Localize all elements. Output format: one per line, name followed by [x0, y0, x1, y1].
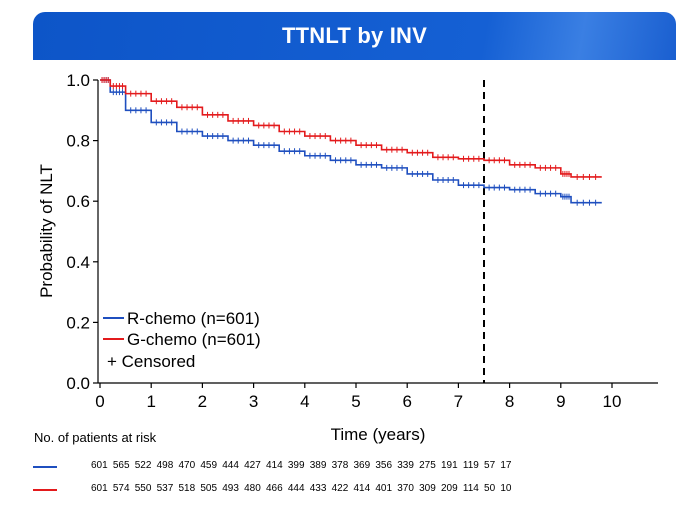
risk-value: 378 — [331, 460, 349, 471]
y-axis-label: Probability of NLT — [37, 164, 56, 298]
risk-value: 422 — [331, 483, 349, 494]
risk-value: 209 — [441, 483, 458, 494]
risk-value: 433 — [309, 483, 327, 494]
chart-title: TTNLT by INV — [282, 23, 427, 48]
risk-value: 309 — [419, 483, 436, 494]
risk-values-g-chemo: 601 574 550 537 518 505 493 480 466 444 433 422 414 4… — [91, 483, 517, 494]
risk-value: 191 — [441, 460, 458, 471]
risk-value: 466 — [266, 483, 283, 494]
y-tick-label: 1.0 — [66, 71, 90, 90]
risk-row-g-chemo: 601 574 550 537 518 505 493 480 466 444 433 422 414 4… — [33, 483, 673, 497]
x-tick-label: 5 — [351, 392, 360, 411]
risk-legend-line-red — [33, 489, 57, 491]
x-tick-label: 1 — [146, 392, 155, 411]
x-tick-label: 0 — [95, 392, 104, 411]
risk-value: 414 — [353, 483, 371, 494]
risk-value: 498 — [156, 460, 174, 471]
risk-value: 574 — [112, 483, 130, 494]
legend-label-g-chemo: G-chemo (n=601) — [127, 330, 261, 349]
risk-value: 427 — [244, 460, 261, 471]
risk-value: 505 — [200, 483, 218, 494]
legend-label-censored: + Censored — [107, 352, 195, 371]
y-tick-label: 0.0 — [66, 374, 90, 393]
risk-value: 50 — [484, 483, 496, 494]
y-tick-label: 0.8 — [66, 132, 90, 151]
risk-value: 389 — [309, 460, 327, 471]
title-banner: TTNLT by INV — [33, 12, 676, 60]
risk-value: 10 — [500, 483, 512, 494]
risk-value: 356 — [375, 460, 393, 471]
risk-value: 444 — [287, 483, 305, 494]
y-tick-label: 0.6 — [66, 192, 90, 211]
risk-value: 565 — [112, 460, 130, 471]
risk-value: 399 — [287, 460, 305, 471]
risk-value: 275 — [419, 460, 436, 471]
risk-value: 119 — [462, 460, 479, 471]
risk-value: 459 — [200, 460, 218, 471]
y-tick-label: 0.2 — [66, 313, 90, 332]
risk-value: 401 — [375, 483, 393, 494]
risk-value: 414 — [266, 460, 283, 471]
x-tick-label: 8 — [505, 392, 514, 411]
x-tick-label: 6 — [402, 392, 411, 411]
series-line-r-chemo — [100, 79, 602, 204]
x-tick-label: 7 — [454, 392, 463, 411]
risk-values-r-chemo: 601 565 522 498 470 459 444 427 414 399 389 378 369 3… — [91, 460, 517, 471]
risk-legend-line-blue — [33, 466, 57, 468]
risk-row-r-chemo: 601 565 522 498 470 459 444 427 414 399 389 378 369 3… — [33, 460, 673, 474]
risk-value: 470 — [178, 460, 196, 471]
risk-table-title: No. of patients at risk — [34, 430, 157, 445]
censor-marks-g-chemo — [101, 77, 597, 180]
risk-value: 550 — [134, 483, 152, 494]
risk-value: 444 — [222, 460, 239, 471]
risk-value: 17 — [500, 460, 512, 471]
legend-label-r-chemo: R-chemo (n=601) — [127, 309, 260, 328]
risk-value: 480 — [244, 483, 261, 494]
risk-value: 57 — [484, 460, 496, 471]
risk-value: 522 — [134, 460, 152, 471]
x-tick-label: 3 — [249, 392, 258, 411]
risk-value: 601 — [91, 483, 108, 494]
risk-value: 339 — [397, 460, 414, 471]
risk-value: 369 — [353, 460, 371, 471]
risk-value: 370 — [397, 483, 414, 494]
risk-value: 601 — [91, 460, 108, 471]
risk-value: 114 — [462, 483, 479, 494]
risk-value: 493 — [222, 483, 239, 494]
x-axis-label: Time (years) — [331, 425, 426, 444]
x-tick-label: 10 — [603, 392, 622, 411]
series-line-g-chemo — [100, 79, 602, 178]
risk-value: 518 — [178, 483, 196, 494]
x-tick-label: 9 — [556, 392, 565, 411]
x-tick-label: 2 — [198, 392, 207, 411]
x-tick-label: 4 — [300, 392, 309, 411]
y-tick-label: 0.4 — [66, 253, 90, 272]
risk-value: 537 — [156, 483, 174, 494]
